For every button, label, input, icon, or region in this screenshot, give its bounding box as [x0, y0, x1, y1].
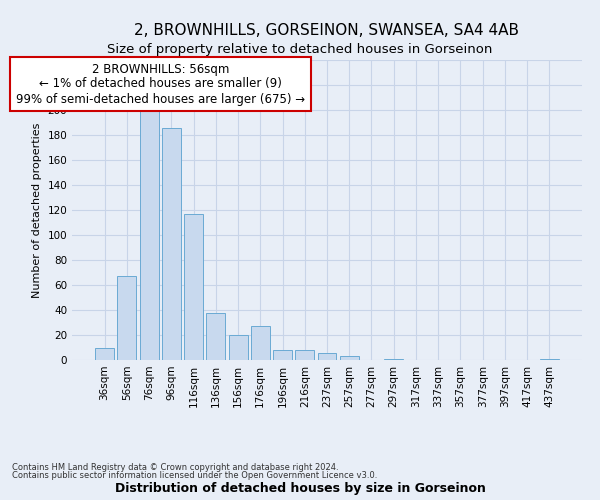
Bar: [273, 350, 292, 360]
Bar: [140, 110, 158, 360]
Title: 2, BROWNHILLS, GORSEINON, SWANSEA, SA4 4AB: 2, BROWNHILLS, GORSEINON, SWANSEA, SA4 4…: [134, 23, 520, 38]
Text: Contains HM Land Registry data © Crown copyright and database right 2024.: Contains HM Land Registry data © Crown c…: [12, 464, 338, 472]
Bar: [184, 214, 203, 360]
Bar: [206, 312, 225, 360]
Bar: [95, 348, 114, 360]
Bar: [384, 359, 403, 360]
Bar: [229, 335, 248, 360]
Text: Distribution of detached houses by size in Gorseinon: Distribution of detached houses by size …: [115, 482, 485, 495]
Bar: [340, 356, 359, 360]
Bar: [162, 128, 181, 360]
Bar: [251, 326, 270, 360]
Bar: [295, 350, 314, 360]
Text: Size of property relative to detached houses in Gorseinon: Size of property relative to detached ho…: [107, 42, 493, 56]
Y-axis label: Number of detached properties: Number of detached properties: [32, 122, 42, 298]
Text: 2 BROWNHILLS: 56sqm
← 1% of detached houses are smaller (9)
99% of semi-detached: 2 BROWNHILLS: 56sqm ← 1% of detached hou…: [16, 62, 305, 106]
Bar: [540, 359, 559, 360]
Bar: [317, 352, 337, 360]
Text: Contains public sector information licensed under the Open Government Licence v3: Contains public sector information licen…: [12, 471, 377, 480]
Bar: [118, 276, 136, 360]
